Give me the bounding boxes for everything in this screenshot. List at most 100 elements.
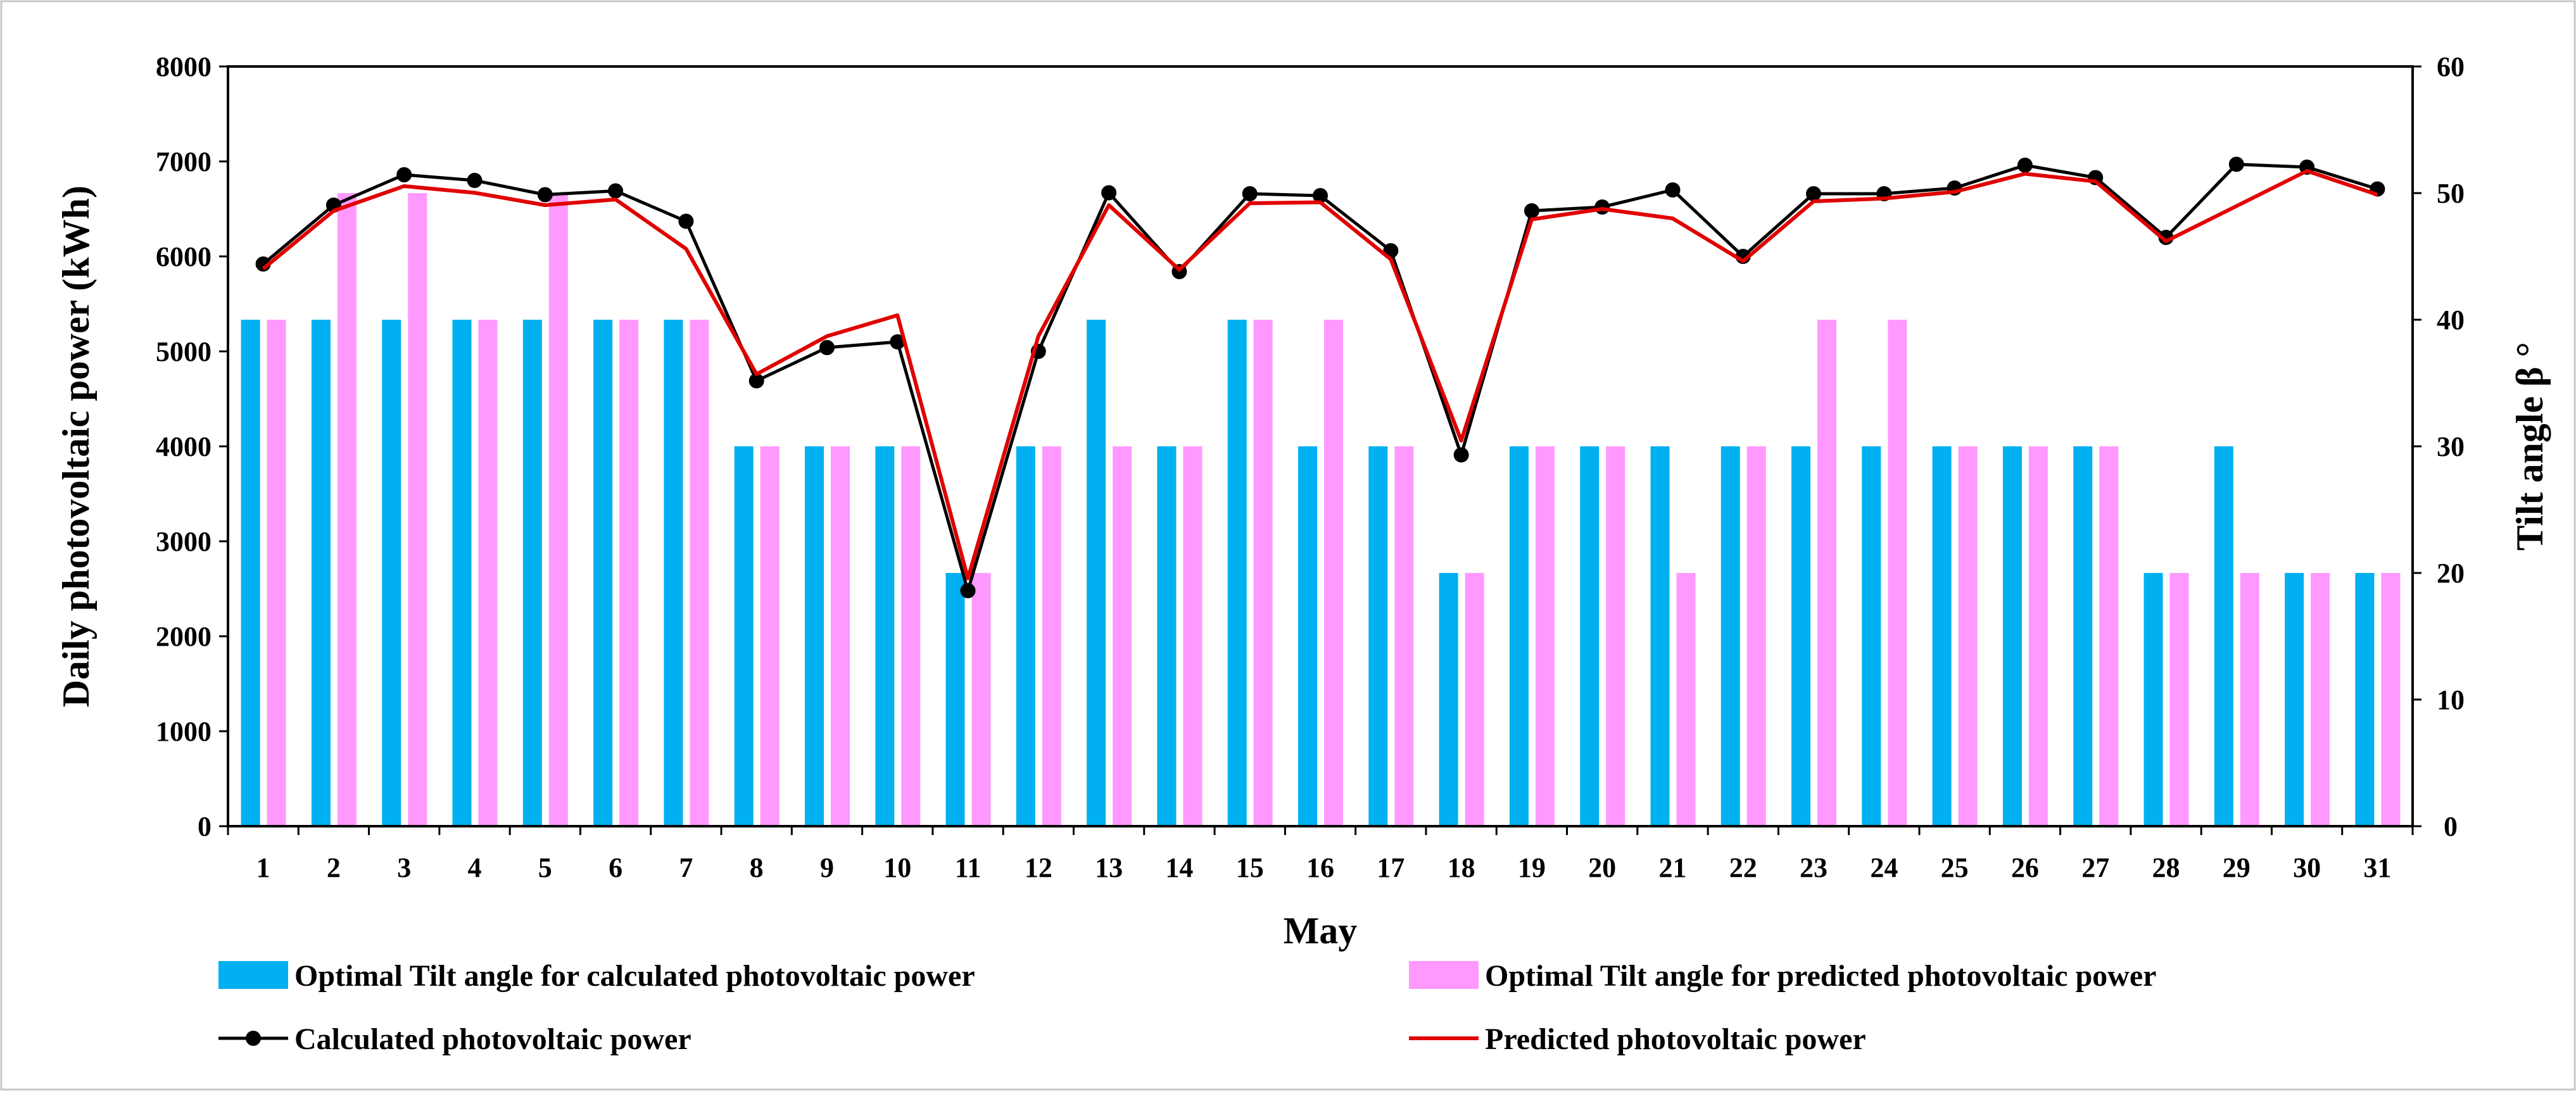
bar-predicted-tilt xyxy=(1183,446,1203,826)
bar-predicted-tilt xyxy=(1746,446,1766,826)
x-tick-label: 26 xyxy=(2011,852,2039,883)
bar-predicted-tilt xyxy=(1888,320,1907,826)
y-right-tick-label: 0 xyxy=(2444,811,2458,842)
y-right-tick-label: 60 xyxy=(2437,51,2465,82)
bar-calculated-tilt xyxy=(2355,573,2375,826)
x-tick-label: 4 xyxy=(468,852,482,883)
bar-predicted-tilt xyxy=(267,320,286,826)
y-left-tick-label: 4000 xyxy=(156,431,212,462)
legend-label: Optimal Tilt angle for predicted photovo… xyxy=(1485,959,2156,993)
x-tick-label: 29 xyxy=(2223,852,2251,883)
bar-predicted-tilt xyxy=(1042,446,1061,826)
legend-swatch xyxy=(1409,961,1479,989)
y-left-tick-label: 5000 xyxy=(156,336,212,367)
legend-swatch-marker xyxy=(246,1031,261,1046)
bar-calculated-tilt xyxy=(1580,446,1600,826)
x-tick-label: 21 xyxy=(1658,852,1686,883)
x-tick-label: 27 xyxy=(2081,852,2109,883)
bar-predicted-tilt xyxy=(760,446,780,826)
bar-calculated-tilt xyxy=(945,573,965,826)
x-tick-label: 14 xyxy=(1165,852,1193,883)
point-calculated-power xyxy=(2228,156,2244,172)
x-tick-label: 22 xyxy=(1729,852,1757,883)
point-calculated-power xyxy=(748,373,764,389)
x-tick-label: 31 xyxy=(2363,852,2391,883)
x-tick-label: 2 xyxy=(327,852,341,883)
bar-calculated-tilt xyxy=(1509,446,1529,826)
x-tick-label: 11 xyxy=(955,852,982,883)
y-left-tick-label: 6000 xyxy=(156,241,212,272)
bar-calculated-tilt xyxy=(664,320,683,826)
x-tick-label: 23 xyxy=(1800,852,1828,883)
bar-calculated-tilt xyxy=(1016,446,1035,826)
legend: Optimal Tilt angle for calculated photov… xyxy=(218,959,2156,1056)
bar-calculated-tilt xyxy=(1227,320,1247,826)
bar-predicted-tilt xyxy=(408,193,427,826)
bar-predicted-tilt xyxy=(1817,320,1836,826)
y-left-axis-title: Daily photovoltaic power (kWh) xyxy=(55,185,97,707)
point-calculated-power xyxy=(537,187,553,203)
bar-predicted-tilt xyxy=(1606,446,1626,826)
bar-predicted-tilt xyxy=(1253,320,1273,826)
bar-calculated-tilt xyxy=(1439,573,1458,826)
bar-calculated-tilt xyxy=(1650,446,1670,826)
point-calculated-power xyxy=(2017,158,2033,173)
x-tick-label: 19 xyxy=(1518,852,1546,883)
plot-area: 0 1000 2000 3000 4000 5000 6000 7000 8000 0 10 20 30… xyxy=(55,51,2551,952)
x-tick-label: 30 xyxy=(2293,852,2321,883)
point-calculated-power xyxy=(960,583,976,598)
bar-predicted-tilt xyxy=(1113,446,1132,826)
legend-label: Optimal Tilt angle for calculated photov… xyxy=(294,959,975,993)
bar-calculated-tilt xyxy=(241,320,260,826)
bar-predicted-tilt xyxy=(901,446,921,826)
bar-calculated-tilt xyxy=(875,446,895,826)
legend-label: Calculated photovoltaic power xyxy=(294,1022,691,1056)
point-calculated-power xyxy=(1806,186,1821,201)
bar-calculated-tilt xyxy=(1298,446,1317,826)
bar-predicted-tilt xyxy=(1394,446,1414,826)
bar-predicted-tilt xyxy=(971,573,991,826)
bar-predicted-tilt xyxy=(1465,573,1484,826)
bar-calculated-tilt xyxy=(2285,573,2304,826)
point-calculated-power xyxy=(890,334,906,349)
y-right-tick-label: 30 xyxy=(2437,431,2465,462)
point-calculated-power xyxy=(1101,185,1117,201)
bar-predicted-tilt xyxy=(548,193,568,826)
bar-predicted-tilt xyxy=(1324,320,1343,826)
bar-calculated-tilt xyxy=(1932,446,1952,826)
x-tick-label: 3 xyxy=(397,852,411,883)
x-tick-label: 9 xyxy=(820,852,834,883)
y-left-tick-label: 0 xyxy=(198,811,212,842)
bar-calculated-tilt xyxy=(1087,320,1106,826)
y-right-axis-title: Tilt angle β ° xyxy=(2509,342,2551,551)
y-left-tick-label: 2000 xyxy=(156,621,212,652)
y-right-tick-label: 50 xyxy=(2437,178,2465,209)
x-tick-label: 6 xyxy=(609,852,622,883)
bar-calculated-tilt xyxy=(522,320,542,826)
bar-predicted-tilt xyxy=(1676,573,1696,826)
bar-predicted-tilt xyxy=(690,320,709,826)
bar-calculated-tilt xyxy=(1720,446,1740,826)
point-calculated-power xyxy=(1313,188,1328,203)
x-tick-label: 25 xyxy=(1941,852,1969,883)
bar-predicted-tilt xyxy=(2099,446,2119,826)
bar-calculated-tilt xyxy=(452,320,472,826)
bar-calculated-tilt xyxy=(734,446,754,826)
bar-predicted-tilt xyxy=(478,320,498,826)
point-calculated-power xyxy=(1665,182,1681,198)
legend-label: Predicted photovoltaic power xyxy=(1485,1022,1866,1056)
bar-calculated-tilt xyxy=(2214,446,2233,826)
y-left-tick-label: 8000 xyxy=(156,51,212,82)
point-calculated-power xyxy=(608,183,624,199)
x-axis-title: May xyxy=(1284,910,1358,952)
x-tick-label: 13 xyxy=(1095,852,1123,883)
x-tick-label: 17 xyxy=(1377,852,1405,883)
x-tick-label: 8 xyxy=(750,852,764,883)
point-calculated-power xyxy=(819,340,835,355)
x-tick-label: 12 xyxy=(1025,852,1052,883)
x-tick-label: 5 xyxy=(538,852,552,883)
bar-predicted-tilt xyxy=(1958,446,1978,826)
